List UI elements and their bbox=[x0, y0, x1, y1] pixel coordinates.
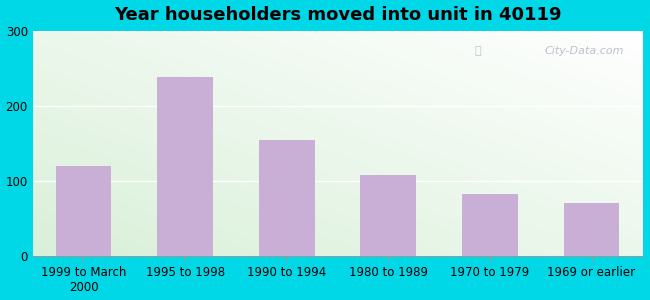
Title: Year householders moved into unit in 40119: Year householders moved into unit in 401… bbox=[114, 6, 561, 24]
Bar bbox=[564, 203, 619, 256]
Bar bbox=[462, 194, 518, 256]
Bar bbox=[157, 77, 213, 256]
Bar bbox=[55, 166, 111, 256]
Text: ⓘ: ⓘ bbox=[474, 46, 481, 56]
Text: City-Data.com: City-Data.com bbox=[545, 46, 624, 56]
Bar bbox=[360, 175, 416, 256]
Bar bbox=[259, 140, 315, 256]
